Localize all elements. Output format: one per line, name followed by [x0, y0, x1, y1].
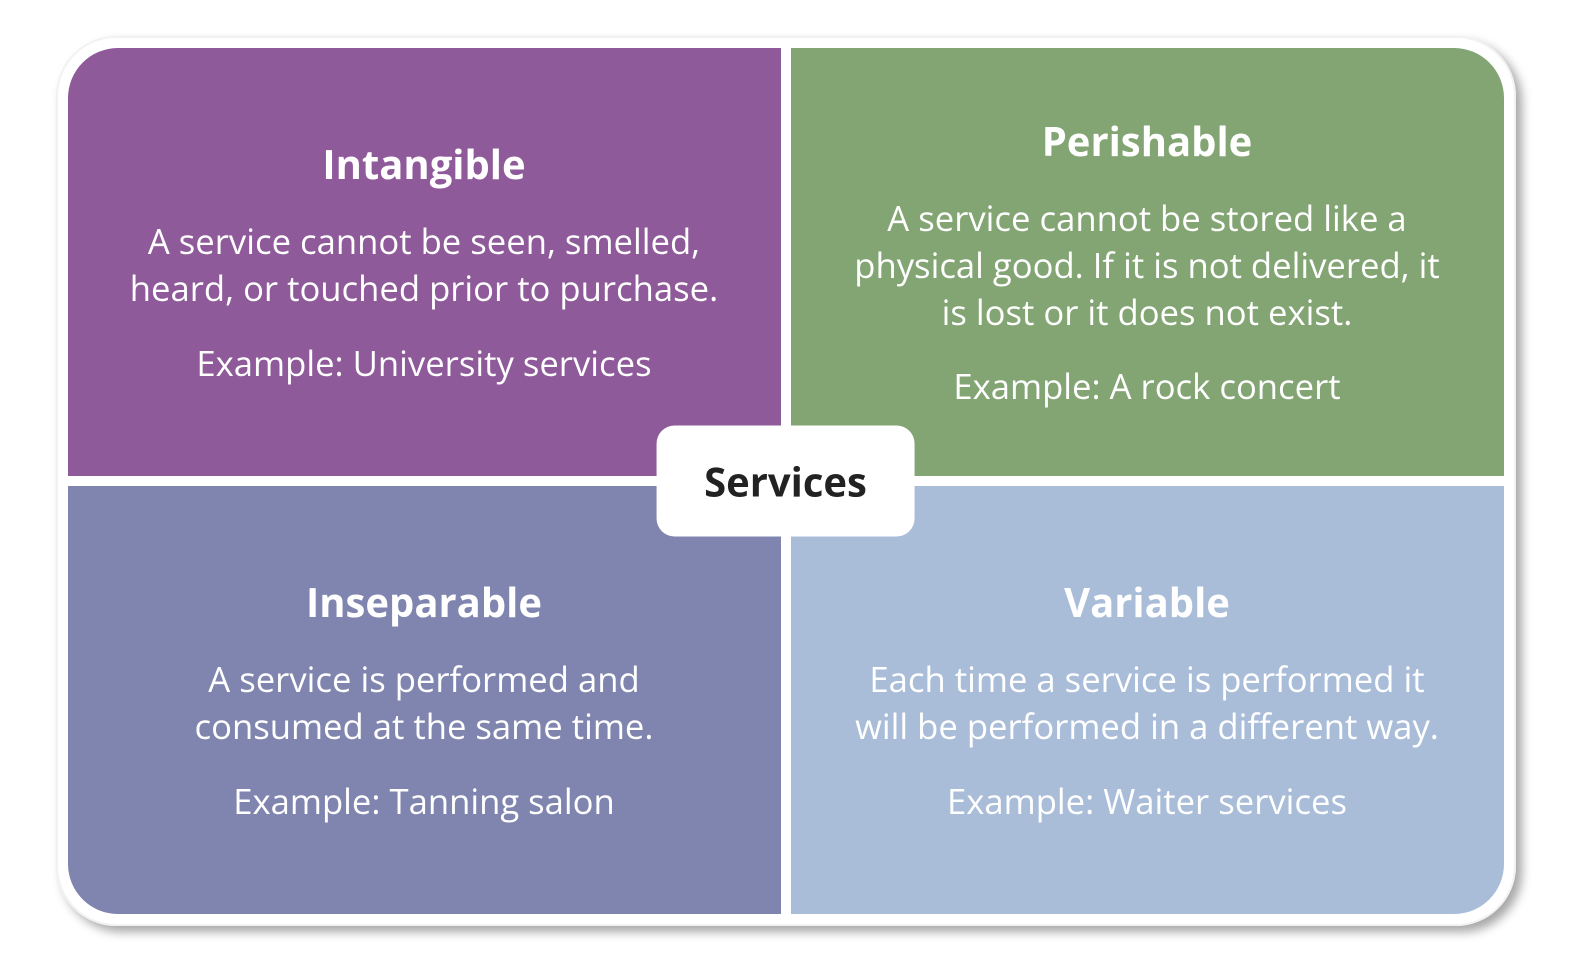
quadrant-description: A service is performed and consumed at t…	[128, 657, 721, 751]
quadrant-title: Inseparable	[306, 574, 542, 629]
services-quadrant-diagram: Intangible A service cannot be seen, sme…	[56, 36, 1516, 926]
quadrant-example: Example: Tanning salon	[233, 779, 615, 826]
quadrant-title: Perishable	[1042, 113, 1253, 168]
quadrant-description: A service cannot be stored like a physic…	[851, 196, 1444, 336]
quadrant-perishable: Perishable A service cannot be stored li…	[791, 48, 1504, 476]
quadrant-description: Each time a service is performed it will…	[851, 657, 1444, 751]
quadrant-title: Intangible	[322, 136, 525, 191]
quadrant-example: Example: University services	[196, 341, 651, 388]
quadrant-example: Example: Waiter services	[947, 779, 1347, 826]
quadrant-variable: Variable Each time a service is performe…	[791, 486, 1504, 914]
quadrant-example: Example: A rock concert	[953, 364, 1340, 411]
quadrant-title: Variable	[1064, 574, 1230, 629]
center-label-services: Services	[656, 426, 915, 537]
quadrant-intangible: Intangible A service cannot be seen, sme…	[68, 48, 781, 476]
quadrant-inseparable: Inseparable A service is performed and c…	[68, 486, 781, 914]
quadrant-description: A service cannot be seen, smelled, heard…	[128, 219, 721, 313]
